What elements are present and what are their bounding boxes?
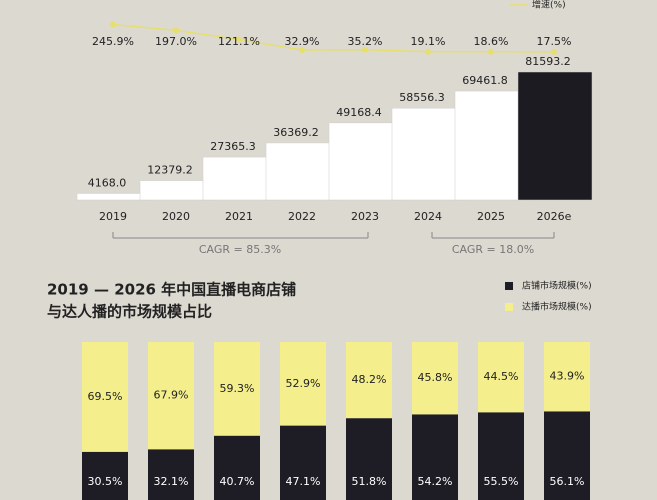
value-label: 32.1% bbox=[154, 475, 189, 488]
x-tick-label: 2021 bbox=[225, 210, 253, 223]
bar-segment bbox=[82, 451, 128, 500]
value-label: 81593.2 bbox=[525, 55, 571, 68]
legend-label: 店铺市场规模(%) bbox=[522, 280, 592, 292]
point bbox=[425, 48, 431, 55]
legend-label: 增速(%) bbox=[532, 0, 566, 11]
annotation-bg bbox=[450, 242, 540, 258]
annotation: CAGR = 85.3% bbox=[199, 243, 281, 256]
value-label: 59.3% bbox=[220, 382, 255, 395]
point bbox=[299, 47, 305, 54]
value-label: 17.5% bbox=[537, 35, 572, 48]
value-label: 32.9% bbox=[285, 35, 320, 48]
x-tick-label: 2020 bbox=[162, 210, 190, 223]
value-label: 49168.4 bbox=[336, 106, 382, 119]
bar bbox=[454, 90, 530, 201]
point bbox=[488, 48, 494, 55]
annotation-bg bbox=[200, 242, 310, 258]
bar-segment bbox=[478, 342, 524, 413]
legend-swatch bbox=[505, 303, 513, 311]
bar-segment bbox=[412, 342, 458, 415]
bar-segment bbox=[148, 449, 194, 500]
value-label: 36369.2 bbox=[273, 126, 319, 139]
point bbox=[173, 27, 179, 34]
point bbox=[236, 36, 242, 43]
value-label: 197.0% bbox=[155, 35, 197, 48]
value-label: 27365.3 bbox=[210, 140, 256, 153]
legend-swatch bbox=[505, 282, 513, 290]
bar bbox=[328, 122, 404, 201]
value-label: 54.2% bbox=[418, 475, 453, 488]
bar-segment bbox=[280, 425, 326, 500]
bar-segment bbox=[346, 342, 392, 419]
value-label: 43.9% bbox=[550, 370, 585, 383]
bar-segment bbox=[214, 435, 260, 500]
line bbox=[112, 23, 555, 53]
bar-segment bbox=[214, 342, 260, 436]
bar-segment bbox=[412, 414, 458, 500]
x-tick-label: 2019 bbox=[99, 210, 127, 223]
point bbox=[110, 21, 116, 28]
value-label: 245.9% bbox=[92, 35, 134, 48]
x-tick-label: 2023 bbox=[351, 210, 379, 223]
value-label: 69461.8 bbox=[462, 74, 508, 87]
bar-segment bbox=[544, 342, 590, 412]
annotation: CAGR = 18.0% bbox=[452, 243, 534, 256]
value-label: 121.1% bbox=[218, 35, 260, 48]
bar-segment bbox=[148, 342, 194, 450]
bar-segment bbox=[544, 411, 590, 500]
value-label: 18.6% bbox=[474, 35, 509, 48]
x-tick-label: 2024 bbox=[414, 210, 442, 223]
chart-title: 与达人播的市场规模占比 bbox=[47, 303, 212, 321]
value-label: 55.5% bbox=[484, 475, 519, 488]
bar-segment bbox=[82, 342, 128, 452]
value-label: 67.9% bbox=[154, 389, 189, 402]
x-tick-label: 2025 bbox=[477, 210, 505, 223]
x-tick-label: 2022 bbox=[288, 210, 316, 223]
value-label: 48.2% bbox=[352, 373, 387, 386]
value-label: 19.1% bbox=[411, 35, 446, 48]
value-label: 35.2% bbox=[348, 35, 383, 48]
value-label: 56.1% bbox=[550, 475, 585, 488]
bar-segment bbox=[478, 412, 524, 500]
value-label: 45.8% bbox=[418, 371, 453, 384]
bar bbox=[517, 71, 593, 201]
value-label: 40.7% bbox=[220, 475, 255, 488]
value-label: 58556.3 bbox=[399, 91, 445, 104]
bar-segment bbox=[346, 418, 392, 500]
value-label: 52.9% bbox=[286, 377, 321, 390]
value-label: 12379.2 bbox=[147, 164, 193, 177]
x-tick-label: 2026e bbox=[537, 210, 572, 223]
legend-label: 达播市场规模(%) bbox=[522, 301, 592, 313]
point bbox=[551, 48, 557, 55]
chart-title: 2019 — 2026 年中国直播电商店铺 bbox=[47, 281, 296, 299]
value-label: 44.5% bbox=[484, 370, 519, 383]
value-label: 51.8% bbox=[352, 475, 387, 488]
point bbox=[362, 46, 368, 53]
value-label: 47.1% bbox=[286, 475, 321, 488]
value-label: 4168.0 bbox=[88, 176, 127, 189]
bar-segment bbox=[280, 342, 326, 426]
value-label: 69.5% bbox=[88, 390, 123, 403]
value-label: 30.5% bbox=[88, 475, 123, 488]
